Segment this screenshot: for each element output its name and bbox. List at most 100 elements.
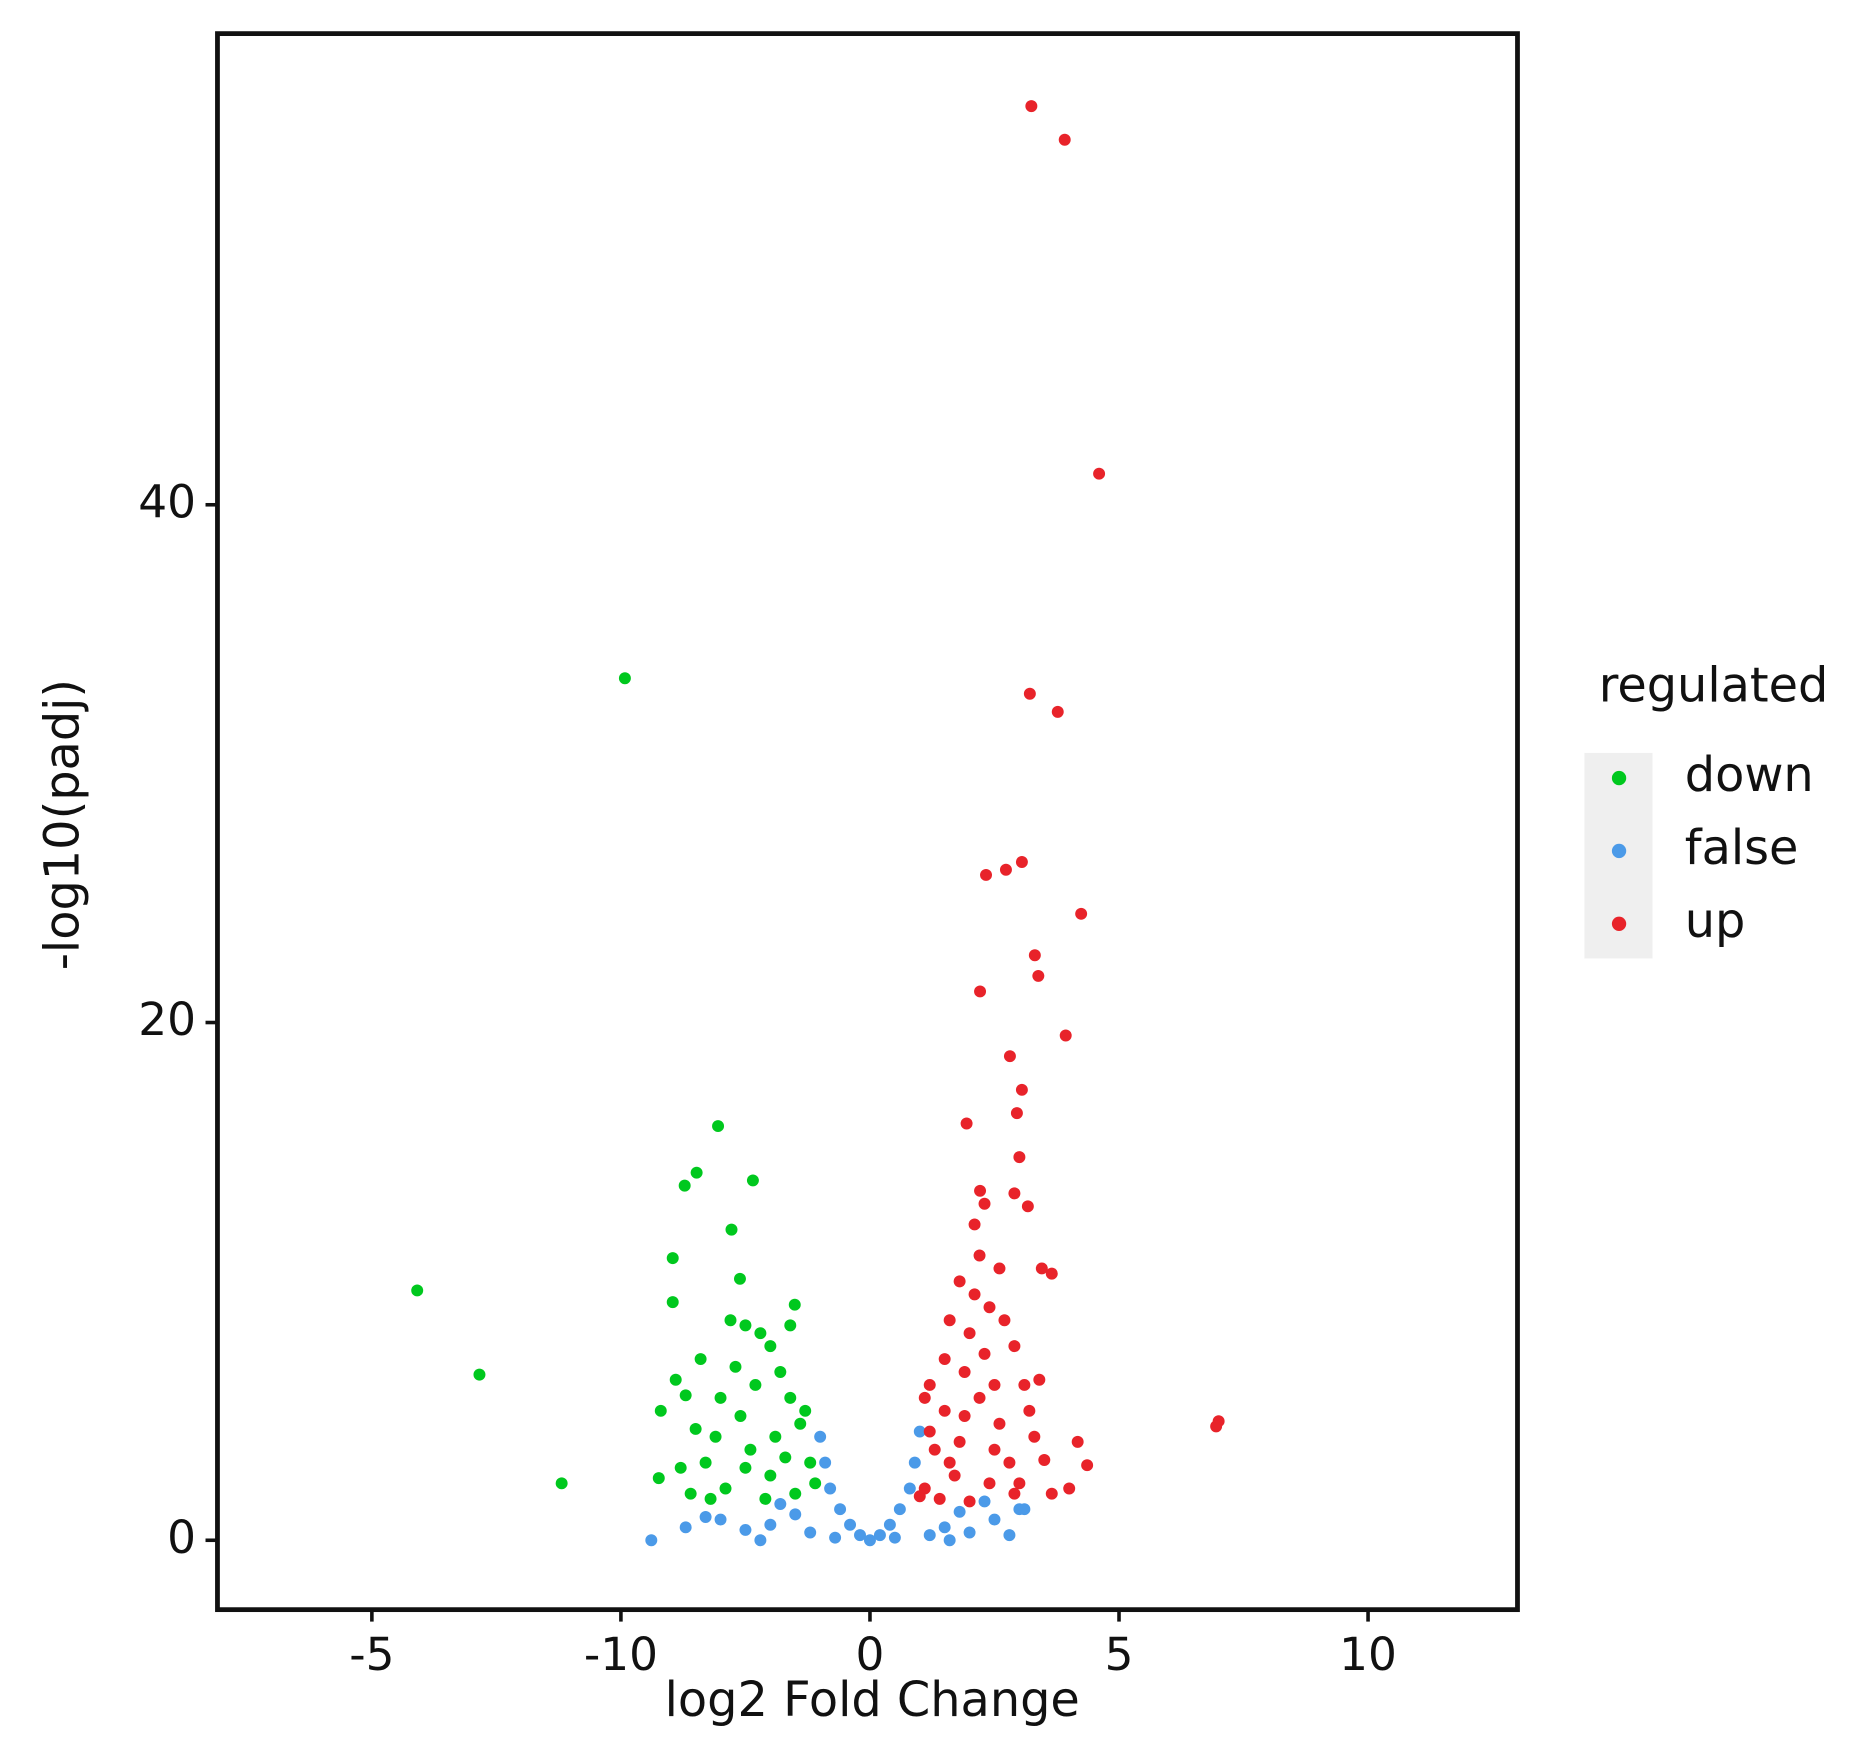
point (1081, 1459, 1094, 1472)
point (923, 1378, 936, 1391)
point (678, 1179, 691, 1192)
point (1025, 100, 1038, 113)
legend-label: false (1685, 821, 1799, 876)
point (1058, 133, 1071, 146)
point (913, 1425, 926, 1438)
point (958, 1366, 971, 1378)
point (1032, 969, 1045, 982)
point (1010, 1107, 1023, 1120)
point (666, 1252, 679, 1265)
point (973, 1391, 986, 1404)
point (1003, 1456, 1016, 1469)
point (918, 1391, 931, 1404)
point (1059, 1029, 1072, 1042)
point (699, 1510, 712, 1523)
point (473, 1368, 486, 1381)
point (788, 1298, 801, 1311)
point (824, 1482, 837, 1495)
point (963, 1327, 976, 1340)
point (674, 1461, 687, 1474)
point (983, 1477, 996, 1490)
point (903, 1482, 916, 1495)
point (654, 1404, 667, 1417)
point (679, 1389, 692, 1402)
point (1075, 907, 1088, 920)
point (719, 1482, 732, 1495)
point (938, 1353, 951, 1366)
point (978, 1197, 991, 1210)
point (725, 1223, 738, 1236)
point (928, 1443, 941, 1456)
point (679, 1521, 692, 1534)
point (690, 1166, 703, 1179)
point (666, 1296, 679, 1309)
point (789, 1508, 802, 1521)
point (908, 1456, 921, 1469)
point (1045, 1487, 1058, 1500)
legend-title: regulated (1599, 658, 1829, 713)
point (948, 1469, 961, 1482)
point (739, 1461, 752, 1474)
point (764, 1469, 777, 1482)
point (754, 1534, 767, 1547)
point (983, 1301, 996, 1314)
point (1003, 1529, 1016, 1542)
point (769, 1430, 782, 1443)
legend-label: up (1685, 894, 1746, 949)
point (999, 863, 1012, 876)
point (974, 1184, 987, 1197)
point (938, 1404, 951, 1417)
point (953, 1505, 966, 1518)
point (1015, 856, 1028, 868)
x-tick-label: 5 (1105, 1628, 1134, 1681)
point (998, 1314, 1011, 1327)
point (844, 1518, 857, 1531)
point (1008, 1340, 1021, 1353)
point (1038, 1454, 1051, 1466)
point (993, 1417, 1006, 1430)
point (953, 1275, 966, 1288)
point (645, 1534, 658, 1547)
point (799, 1404, 812, 1417)
point (714, 1513, 727, 1526)
point (729, 1360, 742, 1373)
point (933, 1492, 946, 1505)
point (978, 1347, 991, 1360)
point (411, 1284, 424, 1297)
point (739, 1523, 752, 1536)
point (973, 1249, 986, 1262)
point (789, 1487, 802, 1500)
point (764, 1518, 777, 1531)
point (883, 1518, 896, 1531)
point (714, 1391, 727, 1404)
point (1015, 1083, 1028, 1096)
point (993, 1262, 1006, 1275)
point (746, 1174, 759, 1187)
legend-key (1611, 916, 1627, 931)
point (794, 1417, 807, 1430)
point (963, 1526, 976, 1539)
y-tick-label: 40 (138, 475, 196, 528)
point (963, 1495, 976, 1508)
x-tick-label: -5 (349, 1628, 394, 1681)
point (988, 1513, 1001, 1526)
point (1018, 1378, 1031, 1391)
point (1021, 1200, 1034, 1213)
point (873, 1529, 886, 1542)
point (555, 1477, 568, 1490)
point (744, 1443, 757, 1456)
point (913, 1490, 926, 1503)
point (938, 1521, 951, 1534)
point (1028, 1430, 1041, 1443)
point (1003, 1050, 1016, 1063)
point (863, 1534, 876, 1547)
point (819, 1456, 832, 1469)
point (958, 1410, 971, 1422)
x-tick-label: -10 (584, 1628, 658, 1681)
point (1013, 1151, 1026, 1164)
point (1210, 1420, 1223, 1433)
point (978, 1495, 991, 1508)
point (764, 1340, 777, 1353)
point (652, 1472, 665, 1485)
